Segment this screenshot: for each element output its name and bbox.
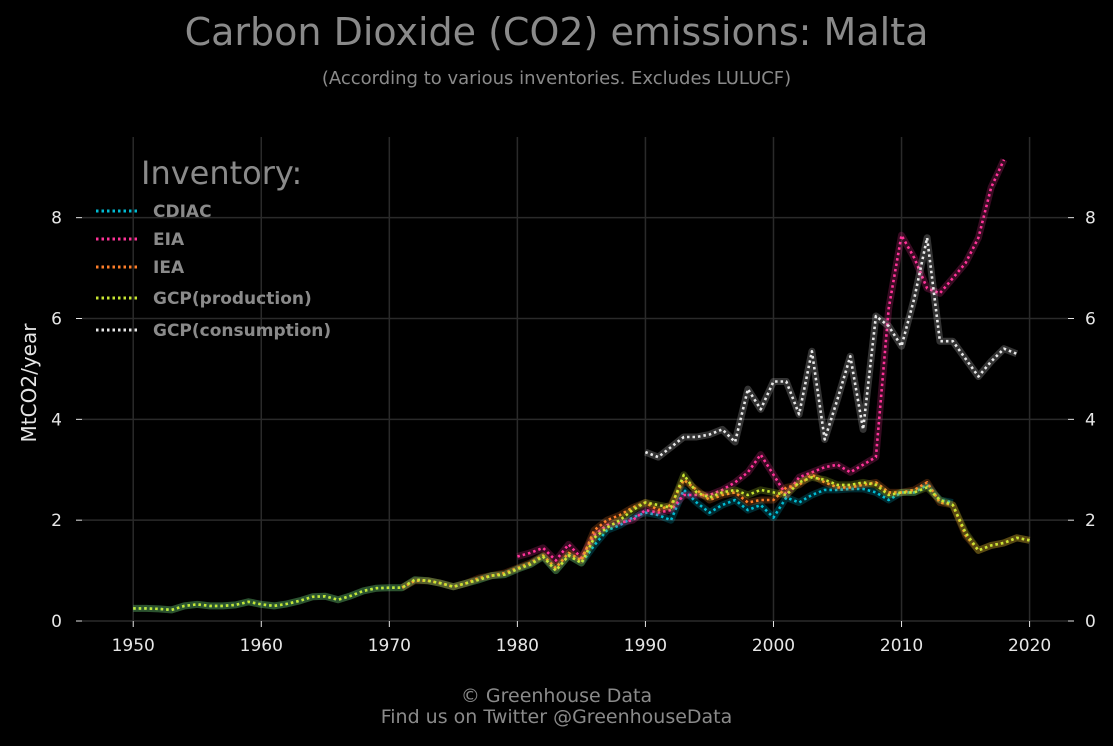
- footer: © Greenhouse Data Find us on Twitter @Gr…: [0, 686, 1113, 728]
- legend-item-iea: IEA: [153, 258, 185, 278]
- x-tick-label-1950: 1950: [112, 636, 155, 656]
- chart-subtitle: (According to various inventories. Exclu…: [321, 68, 792, 89]
- y-tick-label-left-2: 2: [51, 511, 62, 531]
- y-tick-label-left-6: 6: [51, 310, 62, 330]
- y-tick-label-left-4: 4: [51, 410, 62, 430]
- y-tick-label-right-0: 0: [1085, 612, 1096, 632]
- footer-copyright: © Greenhouse Data: [460, 685, 653, 707]
- y-tick-label-right-2: 2: [1085, 511, 1096, 531]
- x-tick-label-1960: 1960: [240, 636, 283, 656]
- x-tick-label-2000: 2000: [752, 636, 795, 656]
- series-line-gcp-consumption: [644, 236, 1018, 459]
- x-tick-label-1980: 1980: [496, 636, 539, 656]
- x-tick-label-1970: 1970: [368, 636, 411, 656]
- y-tick-label-right-8: 8: [1085, 209, 1096, 229]
- x-tick-label-2020: 2020: [1008, 636, 1051, 656]
- footer-twitter: Find us on Twitter @GreenhouseData: [380, 706, 733, 728]
- series-glow-iea: [400, 471, 1031, 591]
- y-tick-label-left-0: 0: [51, 612, 62, 632]
- chart-legend: Inventory: CDIAC EIA IEA GCP(production) GCP…: [96, 154, 331, 341]
- series-line-eia: [517, 159, 1006, 562]
- series-glow-gcp-production: [133, 471, 1031, 614]
- x-tick-label-1990: 1990: [624, 636, 667, 656]
- legend-item-gcp-consumption: GCP(consumption): [153, 321, 331, 341]
- legend-item-gcp-production: GCP(production): [153, 289, 312, 309]
- series-line-gcp-production: [133, 473, 1030, 612]
- legend-title: Inventory:: [141, 154, 302, 192]
- y-tick-label-right-6: 6: [1085, 310, 1096, 330]
- chart-series: [133, 158, 1031, 614]
- legend-item-cdiac: CDIAC: [153, 202, 212, 222]
- y-tick-label-right-4: 4: [1085, 410, 1096, 430]
- chart-ticks: 1950 1960 1970 1980 1990 2000 2010 2020 0 0 2 2 4 4 6 6…: [51, 209, 1096, 656]
- x-tick-label-2010: 2010: [880, 636, 923, 656]
- legend-item-eia: EIA: [153, 230, 185, 250]
- y-tick-label-left-8: 8: [51, 209, 62, 229]
- chart-grid: [82, 137, 1068, 622]
- y-axis-label: MtCO2/year: [17, 323, 41, 443]
- chart-title: Carbon Dioxide (CO2) emissions: Malta: [184, 10, 929, 54]
